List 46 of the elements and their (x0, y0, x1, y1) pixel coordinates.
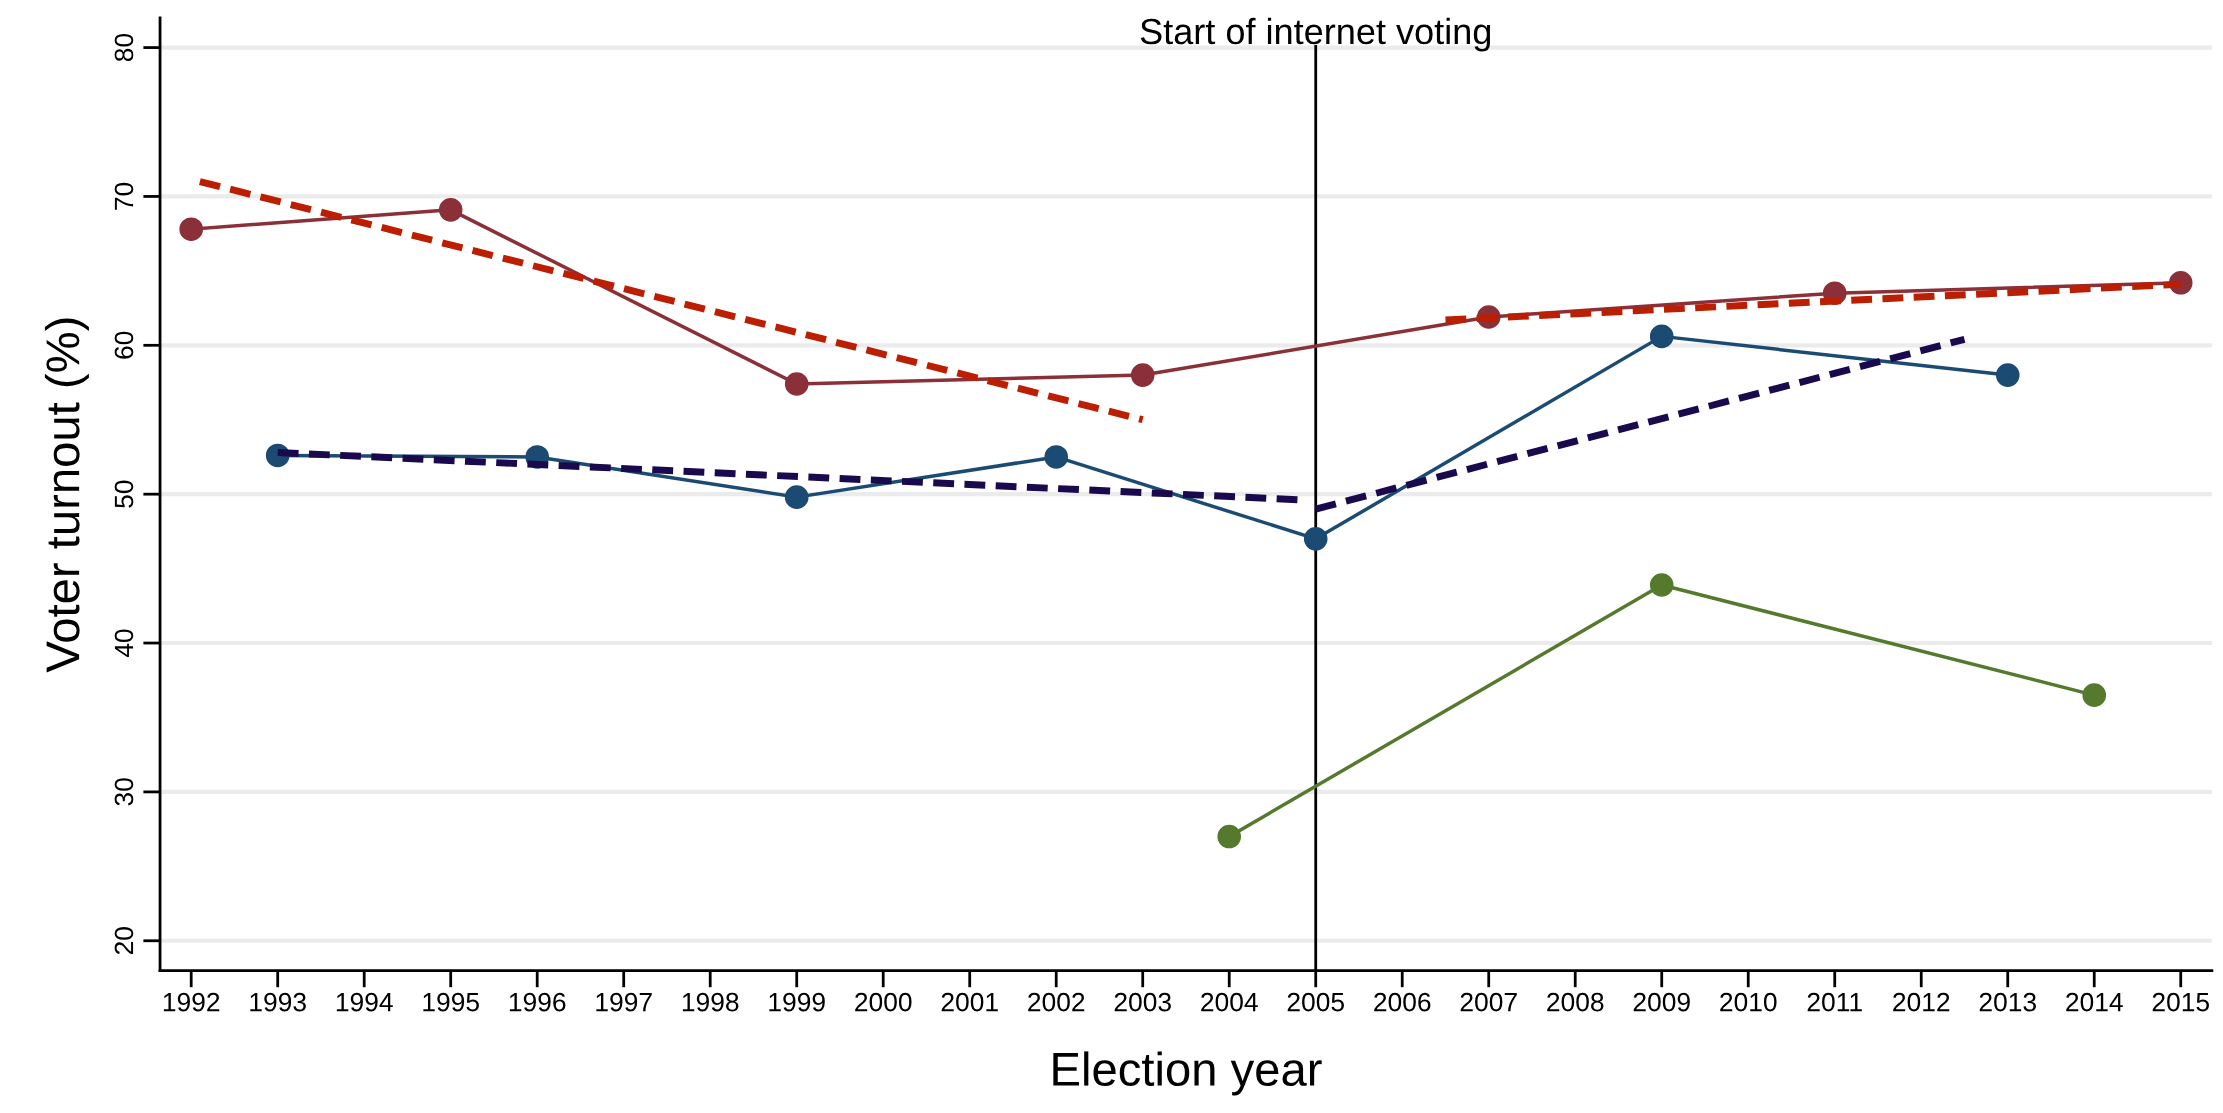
point (438, 198, 463, 222)
x-tick-label: 1996 (509, 992, 566, 1012)
x-tick-label: 1998 (682, 992, 739, 1012)
y-tick-label: 60 (114, 331, 134, 359)
x-tick-label: 1992 (163, 992, 220, 1012)
y-tick-label: 40 (114, 629, 134, 658)
x-tick-label: 2007 (1460, 992, 1517, 1012)
x-tick-label: 1993 (250, 992, 306, 1012)
x-axis-title: Election year (1053, 1051, 1322, 1096)
x-tick-label: 1997 (596, 992, 652, 1012)
y-tick-label: 80 (114, 33, 134, 62)
x-tick-label: 2012 (1893, 992, 1950, 1012)
x-tick-label: 2010 (1720, 992, 1777, 1012)
x-tick-label: 2009 (1633, 992, 1690, 1012)
x-tick-label: 2013 (1979, 992, 2036, 1012)
ref-line-label: Start of internet voting (1140, 17, 1491, 52)
point (2082, 683, 2107, 707)
x-tick-label: 2006 (1374, 992, 1431, 1012)
x-tick-label: 2008 (1547, 992, 1604, 1012)
point (1649, 324, 1674, 349)
y-tick-label: 50 (114, 480, 134, 508)
x-tick-label: 1995 (423, 992, 479, 1012)
x-tick-label: 2011 (1807, 992, 1862, 1012)
y-tick-label: 30 (114, 778, 134, 806)
x-tick-label: 2004 (1201, 992, 1258, 1012)
x-tick-label: 2015 (2152, 992, 2209, 1012)
x-tick-label: 1994 (336, 992, 393, 1012)
x-tick-label: 1999 (769, 992, 825, 1012)
point (1217, 824, 1242, 849)
point (1649, 573, 1674, 597)
y-tick-label: 70 (114, 182, 134, 210)
point (1044, 445, 1069, 469)
point (784, 372, 809, 396)
x-tick-label: 2005 (1287, 992, 1344, 1012)
point (784, 485, 809, 509)
point (179, 217, 204, 242)
point (1995, 363, 2020, 387)
x-tick-label: 2003 (1114, 992, 1171, 1012)
x-tick-label: 2002 (1028, 992, 1085, 1012)
x-tick-label: 2001 (941, 992, 998, 1012)
point (1303, 527, 1328, 551)
point (1130, 363, 1155, 387)
x-tick-label: 2000 (855, 992, 912, 1012)
x-tick-label: 2014 (2066, 992, 2123, 1012)
y-axis-title: Voter turnout (%) (44, 318, 89, 673)
y-tick-label: 20 (114, 927, 134, 955)
